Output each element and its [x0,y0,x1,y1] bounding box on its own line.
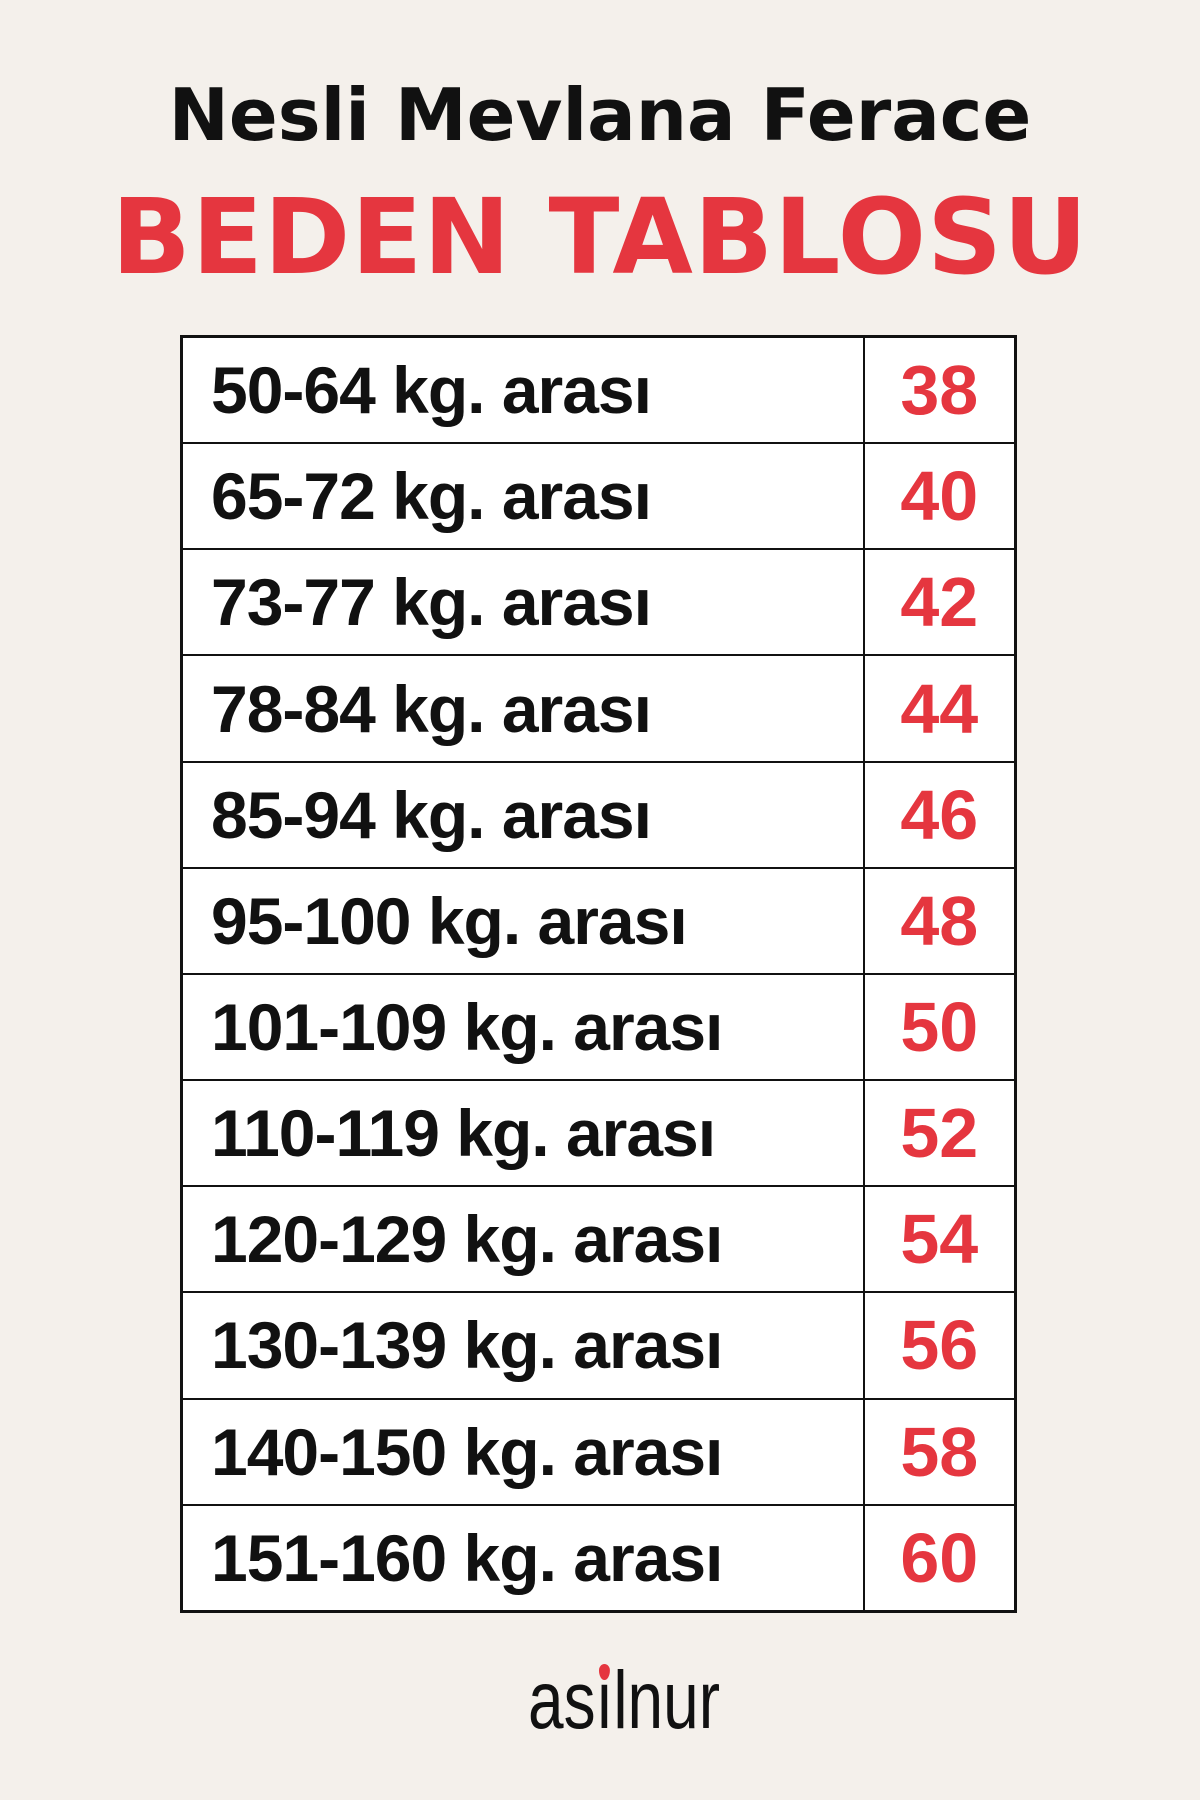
size-cell: 44 [862,654,1017,763]
brand-logo: asılnur [528,1660,720,1742]
size-cell: 42 [862,548,1017,657]
size-cell: 56 [862,1291,1017,1400]
weight-range-cell: 140-150 kg. arası [180,1397,865,1506]
weight-range-cell: 85-94 kg. arası [180,760,865,869]
table-row: 140-150 kg. arası 58 [180,1397,1017,1506]
weight-range-cell: 130-139 kg. arası [180,1291,865,1400]
weight-range-cell: 120-129 kg. arası [180,1185,865,1294]
table-row: 120-129 kg. arası 54 [180,1185,1017,1294]
table-row: 101-109 kg. arası 50 [180,972,1017,1082]
table-row: 95-100 kg. arası 48 [180,866,1017,975]
size-cell: 38 [862,335,1017,445]
table-row: 78-84 kg. arası 44 [180,654,1017,763]
size-cell: 46 [862,760,1017,869]
logo-part: lnur [613,1655,720,1746]
weight-range-cell: 110-119 kg. arası [180,1079,865,1188]
logo-i-tulip: ı [595,1655,614,1746]
weight-range-cell: 65-72 kg. arası [180,442,865,551]
table-row: 85-94 kg. arası 46 [180,760,1017,869]
weight-range-cell: 95-100 kg. arası [180,866,865,975]
logo-part: as [528,1655,596,1746]
size-cell: 40 [862,442,1017,551]
page-subtitle: BEDEN TABLOSU [111,176,1089,298]
table-row: 110-119 kg. arası 52 [180,1079,1017,1188]
size-cell: 54 [862,1185,1017,1294]
size-cell: 50 [862,972,1017,1082]
weight-range-cell: 101-109 kg. arası [180,972,865,1082]
page-title: Nesli Mevlana Ferace [168,73,1032,157]
weight-range-cell: 151-160 kg. arası [180,1503,865,1613]
weight-range-cell: 78-84 kg. arası [180,654,865,763]
size-cell: 60 [862,1503,1017,1613]
size-table: 50-64 kg. arası 38 65-72 kg. arası 40 73-77 … [180,335,1017,1613]
weight-range-cell: 50-64 kg. arası [180,335,865,445]
size-cell: 48 [862,866,1017,975]
table-row: 130-139 kg. arası 56 [180,1291,1017,1400]
weight-range-cell: 73-77 kg. arası [180,548,865,657]
size-cell: 52 [862,1079,1017,1188]
table-row: 151-160 kg. arası 60 [180,1503,1017,1613]
size-cell: 58 [862,1397,1017,1506]
table-row: 73-77 kg. arası 42 [180,548,1017,657]
table-row: 65-72 kg. arası 40 [180,442,1017,551]
table-row: 50-64 kg. arası 38 [180,335,1017,445]
